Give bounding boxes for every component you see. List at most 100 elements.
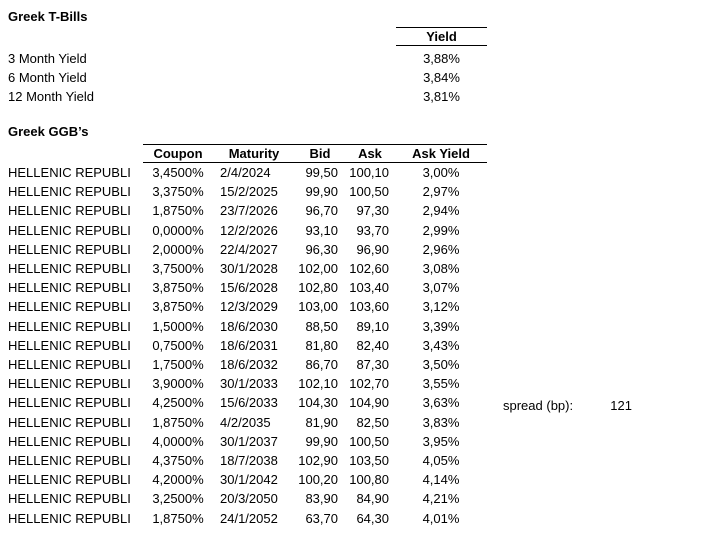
table-row: HELLENIC REPUBLI 4,0000% 30/1/2037 99,90 100…: [8, 432, 487, 451]
ask-yield-cell: 2,96%: [422, 241, 460, 257]
ask-cell: 97,30: [356, 203, 389, 219]
maturity-cell: 30/1/2033: [220, 376, 278, 392]
maturity-cell: 20/3/2050: [220, 491, 278, 507]
bond-name-cell: HELLENIC REPUBLI: [8, 453, 131, 469]
coupon-cell: 3,9000%: [152, 376, 204, 392]
bid-cell: 96,30: [305, 241, 338, 257]
ask-yield-cell: 3,07%: [422, 280, 460, 296]
bond-name-cell: HELLENIC REPUBLI: [8, 318, 131, 334]
table-row: HELLENIC REPUBLI 1,7500% 18/6/2032 86,70 87,…: [8, 355, 487, 374]
ask-yield-cell: 4,01%: [422, 510, 460, 526]
tbills-yield-column-header: Yield: [396, 27, 487, 46]
table-row: HELLENIC REPUBLI 0,0000% 12/2/2026 93,10 93,…: [8, 221, 487, 240]
tbills-row-label: 6 Month Yield: [8, 69, 87, 85]
bid-cell: 81,80: [305, 337, 338, 353]
maturity-cell: 15/2/2025: [220, 184, 278, 200]
ask-cell: 103,40: [349, 280, 389, 296]
table-row: HELLENIC REPUBLI 3,8750% 15/6/2028 102,80 10…: [8, 278, 487, 297]
coupon-cell: 1,7500%: [152, 357, 204, 373]
table-row: HELLENIC REPUBLI 3,9000% 30/1/2033 102,10 10…: [8, 374, 487, 393]
bond-name-cell: HELLENIC REPUBLI: [8, 241, 131, 257]
table-row: HELLENIC REPUBLI 1,8750% 4/2/2035 81,90 82,5…: [8, 413, 487, 432]
maturity-cell: 4/2/2035: [220, 414, 271, 430]
bond-name-cell: HELLENIC REPUBLI: [8, 357, 131, 373]
table-row: HELLENIC REPUBLI 3,2500% 20/3/2050 83,90 84,…: [8, 489, 487, 508]
bid-cell: 83,90: [305, 491, 338, 507]
ask-cell: 64,30: [356, 510, 389, 526]
coupon-cell: 4,3750%: [152, 453, 204, 469]
bid-cell: 63,70: [305, 510, 338, 526]
tbills-row-value: 3,81%: [423, 88, 460, 104]
ask-yield-cell: 2,94%: [422, 203, 460, 219]
bid-cell: 103,00: [298, 299, 338, 315]
tbills-row-value: 3,88%: [423, 50, 460, 66]
ask-cell: 89,10: [356, 318, 389, 334]
coupon-cell: 3,7500%: [152, 261, 204, 277]
bond-name-cell: HELLENIC REPUBLI: [8, 164, 131, 180]
maturity-cell: 30/1/2037: [220, 433, 278, 449]
ask-yield-cell: 3,55%: [422, 376, 460, 392]
ask-cell: 102,60: [349, 261, 389, 277]
bond-name-cell: HELLENIC REPUBLI: [8, 376, 131, 392]
bid-cell: 96,70: [305, 203, 338, 219]
ask-cell: 100,10: [349, 165, 389, 180]
ggbs-header-row: Coupon Maturity Bid Ask Ask Yield: [8, 144, 487, 163]
maturity-cell: 30/1/2042: [220, 472, 278, 488]
spread-value: 121: [610, 398, 632, 413]
column-header-ask-yield: Ask Yield: [395, 144, 487, 163]
maturity-cell: 2/4/2024: [220, 165, 271, 180]
bid-cell: 93,10: [305, 222, 338, 238]
coupon-cell: 1,8750%: [152, 510, 204, 526]
tbills-row: 6 Month Yield 3,84%: [0, 68, 487, 87]
column-header-maturity: Maturity: [213, 144, 295, 163]
coupon-cell: 1,8750%: [152, 414, 204, 430]
bid-cell: 102,80: [298, 280, 338, 296]
maturity-cell: 12/2/2026: [220, 222, 278, 238]
table-row: HELLENIC REPUBLI 4,3750% 18/7/2038 102,90 10…: [8, 451, 487, 470]
table-row: HELLENIC REPUBLI 2,0000% 22/4/2027 96,30 96,…: [8, 240, 487, 259]
coupon-cell: 4,0000%: [152, 433, 204, 449]
bid-cell: 102,90: [298, 453, 338, 469]
coupon-cell: 1,8750%: [152, 203, 204, 219]
maturity-cell: 18/6/2032: [220, 357, 278, 373]
tbills-row: 3 Month Yield 3,88%: [0, 49, 487, 68]
bid-cell: 99,50: [305, 165, 338, 180]
bid-cell: 100,20: [298, 472, 338, 488]
coupon-cell: 4,2500%: [152, 395, 204, 411]
coupon-cell: 0,7500%: [152, 337, 204, 353]
bond-name-cell: HELLENIC REPUBLI: [8, 222, 131, 238]
ask-yield-cell: 3,50%: [422, 357, 460, 373]
bond-name-cell: HELLENIC REPUBLI: [8, 433, 131, 449]
bid-cell: 102,00: [298, 261, 338, 277]
column-header-coupon: Coupon: [143, 144, 213, 163]
table-row: HELLENIC REPUBLI 1,8750% 23/7/2026 96,70 97,…: [8, 201, 487, 220]
table-row: HELLENIC REPUBLI 4,2000% 30/1/2042 100,20 10…: [8, 470, 487, 489]
ask-yield-cell: 3,63%: [422, 395, 460, 411]
bond-name-cell: HELLENIC REPUBLI: [8, 337, 131, 353]
spread-label: spread (bp):: [503, 398, 574, 413]
table-row: HELLENIC REPUBLI 1,5000% 18/6/2030 88,50 89,…: [8, 317, 487, 336]
ask-cell: 84,90: [356, 491, 389, 507]
coupon-cell: 3,4500%: [152, 165, 204, 180]
ask-yield-cell: 3,08%: [422, 261, 460, 277]
ask-yield-cell: 3,83%: [422, 414, 460, 430]
ask-cell: 104,90: [349, 395, 389, 411]
ask-cell: 96,90: [356, 241, 389, 257]
coupon-cell: 4,2000%: [152, 472, 204, 488]
bond-name-cell: HELLENIC REPUBLI: [8, 261, 131, 277]
ask-yield-cell: 3,95%: [422, 433, 460, 449]
coupon-cell: 1,5000%: [152, 318, 204, 334]
ask-yield-cell: 4,21%: [422, 491, 460, 507]
tbills-row: 12 Month Yield 3,81%: [0, 87, 487, 106]
maturity-cell: 23/7/2026: [220, 203, 278, 219]
ask-cell: 87,30: [356, 357, 389, 373]
bid-cell: 86,70: [305, 357, 338, 373]
bond-name-column-header: [8, 145, 143, 163]
tbills-row-value: 3,84%: [423, 69, 460, 85]
maturity-cell: 24/1/2052: [220, 510, 278, 526]
ask-yield-cell: 3,39%: [422, 318, 460, 334]
coupon-cell: 3,2500%: [152, 491, 204, 507]
maturity-cell: 30/1/2028: [220, 261, 278, 277]
bid-cell: 88,50: [305, 318, 338, 334]
